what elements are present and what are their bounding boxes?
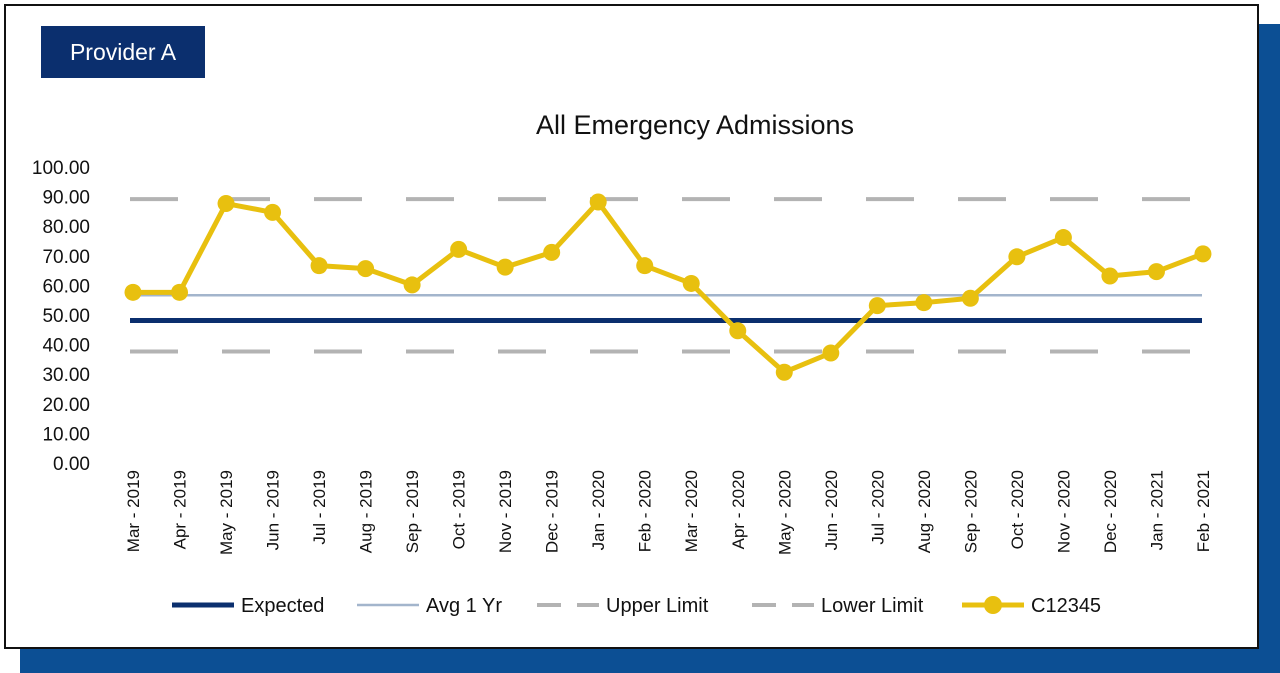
x-tick-label: Jun - 2019	[264, 470, 283, 550]
x-tick-label: Nov - 2020	[1054, 470, 1073, 553]
x-tick-label: Feb - 2020	[636, 470, 655, 552]
x-tick-label: Apr - 2019	[171, 470, 190, 549]
c12345-point	[1101, 267, 1119, 285]
c12345-point	[496, 258, 514, 276]
x-tick-label: Jan - 2021	[1147, 470, 1166, 550]
x-tick-label: Feb - 2021	[1194, 470, 1213, 552]
c12345-point	[310, 257, 328, 275]
y-tick-label: 70.00	[42, 247, 90, 268]
x-tick-label: Dec - 2019	[543, 470, 562, 553]
x-tick-label: Mar - 2019	[124, 470, 143, 552]
legend: Expected Avg 1 Yr Upper Limit Lower Limit C1…	[172, 595, 1101, 617]
x-tick-label: Oct - 2020	[1008, 470, 1027, 549]
c12345-point	[217, 195, 235, 213]
x-tick-label: Nov - 2019	[496, 470, 515, 553]
x-tick-label: Sep - 2020	[961, 470, 980, 553]
c12345-point	[357, 260, 375, 278]
c12345-point	[636, 257, 654, 275]
chart-card	[4, 4, 1259, 649]
c12345-point	[915, 294, 933, 312]
x-tick-label: Jun - 2020	[822, 470, 841, 550]
c12345-point	[1147, 263, 1165, 281]
c12345-point	[775, 363, 793, 381]
legend-label-c12345: C12345	[1031, 595, 1101, 617]
c12345-point	[1194, 245, 1212, 263]
y-tick-label: 100.00	[32, 158, 90, 179]
legend-marker-c12345	[984, 596, 1002, 614]
provider-badge: Provider A	[41, 26, 205, 78]
x-tick-label: Mar - 2020	[682, 470, 701, 552]
legend-label-avg-1-yr: Avg 1 Yr	[426, 595, 502, 617]
x-tick-label: Oct - 2019	[450, 470, 469, 549]
legend-label-upper-limit: Upper Limit	[606, 595, 709, 617]
c12345-point	[589, 193, 607, 211]
x-tick-label: Aug - 2019	[357, 470, 376, 553]
y-tick-label: 10.00	[42, 424, 90, 445]
y-tick-label: 40.00	[42, 336, 90, 357]
c12345-point	[171, 283, 189, 301]
x-tick-label: Jul - 2019	[310, 470, 329, 545]
y-tick-label: 80.00	[42, 217, 90, 238]
x-tick-label: May - 2019	[217, 470, 236, 555]
y-tick-label: 0.00	[53, 454, 90, 475]
x-tick-label: Sep - 2019	[403, 470, 422, 553]
c12345-point	[961, 289, 979, 307]
chart-title: All Emergency Admissions	[536, 110, 854, 140]
c12345-point	[1008, 248, 1026, 266]
c12345-point	[264, 203, 282, 221]
c12345-point	[1054, 229, 1072, 247]
y-axis-labels: 0.00 10.00 20.00 30.00 40.00 50.00 60.00 70.00 8…	[32, 158, 90, 475]
y-tick-label: 20.00	[42, 395, 90, 416]
c12345-point	[729, 322, 747, 340]
c12345-point	[403, 276, 421, 294]
c12345-point	[450, 240, 468, 258]
series-layer	[124, 193, 1212, 381]
x-tick-label: Jan - 2020	[589, 470, 608, 550]
x-tick-label: May - 2020	[775, 470, 794, 555]
y-tick-label: 50.00	[42, 306, 90, 327]
legend-label-lower-limit: Lower Limit	[821, 595, 924, 617]
c12345-point	[682, 274, 700, 292]
x-tick-label: Dec - 2020	[1101, 470, 1120, 553]
y-tick-label: 30.00	[42, 365, 90, 386]
c12345-point	[124, 283, 142, 301]
x-tick-label: Jul - 2020	[868, 470, 887, 545]
x-tick-label: Aug - 2020	[915, 470, 934, 553]
y-tick-label: 90.00	[42, 188, 90, 209]
y-tick-label: 60.00	[42, 276, 90, 297]
x-tick-label: Apr - 2020	[729, 470, 748, 549]
c12345-point	[868, 297, 886, 315]
c12345-point	[822, 344, 840, 362]
c12345-point	[543, 243, 561, 261]
x-axis-labels: Mar - 2019 Apr - 2019 May - 2019 Jun - 2019…	[124, 470, 1213, 555]
legend-label-expected: Expected	[241, 595, 324, 617]
c12345-line	[133, 199, 1204, 375]
